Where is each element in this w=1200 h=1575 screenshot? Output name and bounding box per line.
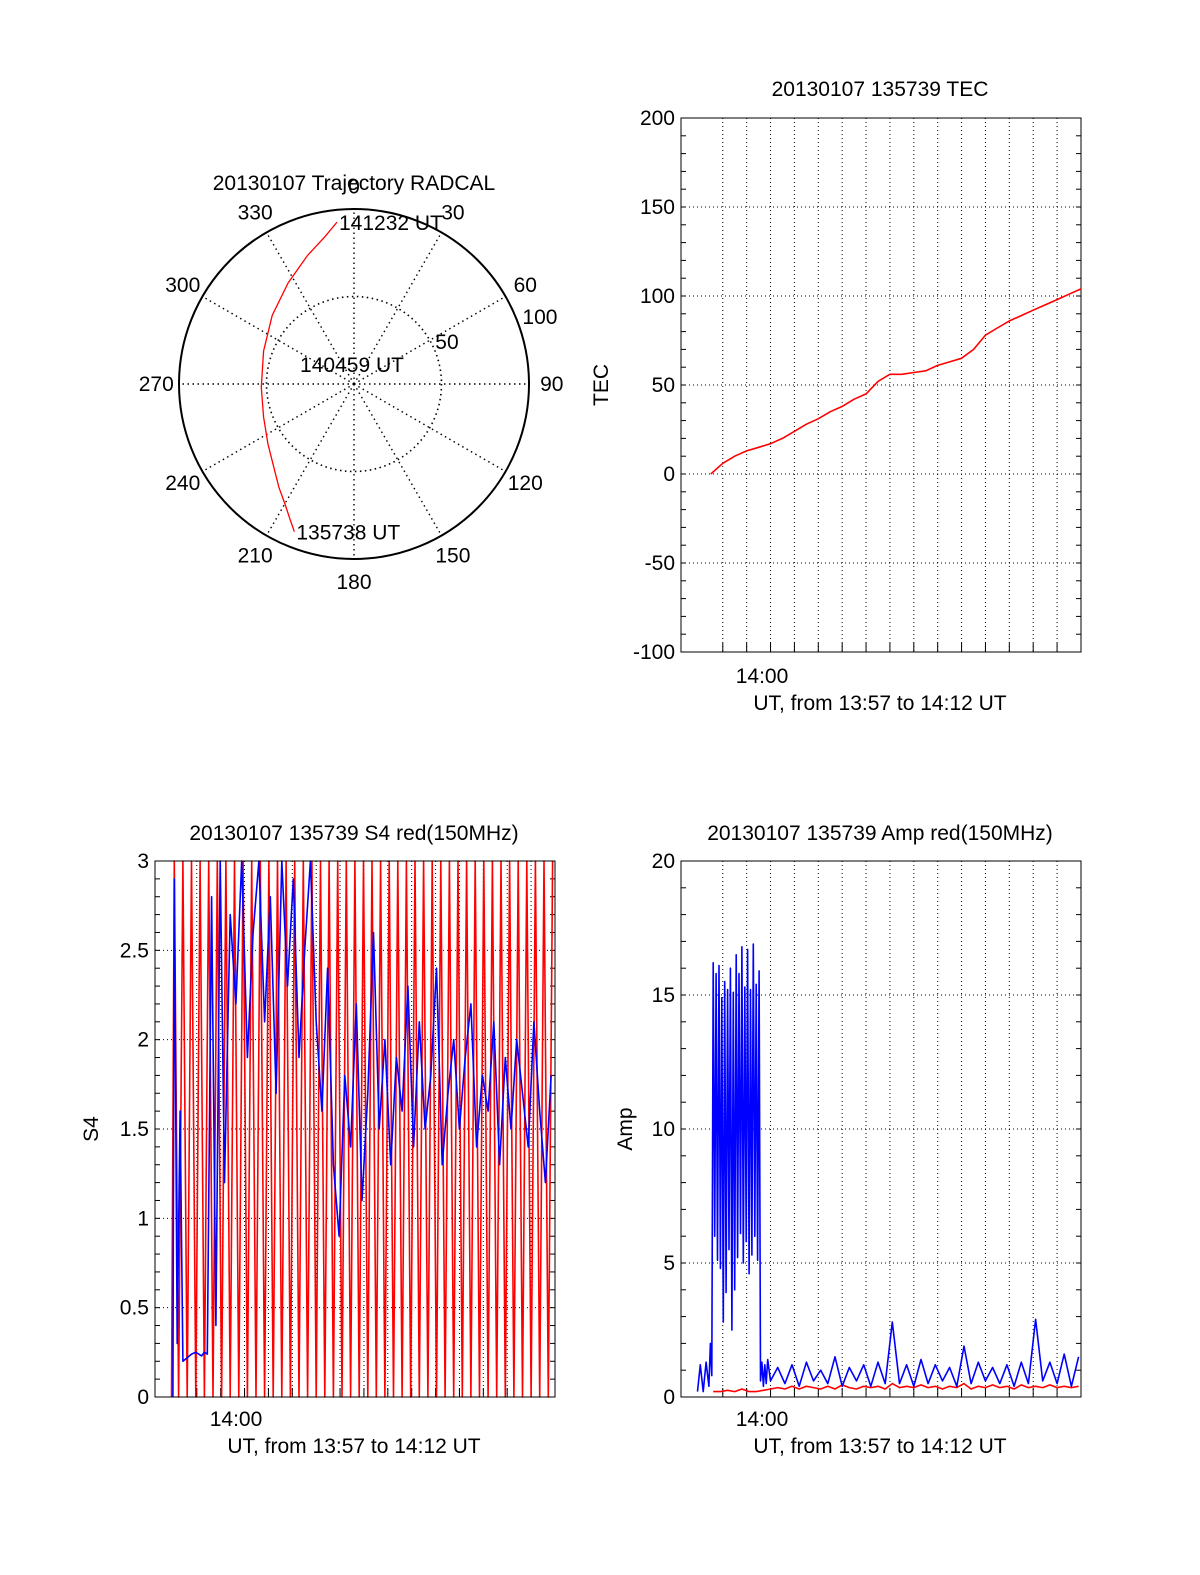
azimuth-tick-label: 30	[441, 202, 464, 225]
y-tick-label: 1	[137, 1207, 149, 1230]
tec-x-label: UT, from 13:57 to 14:12 UT	[753, 692, 1006, 715]
amp-panel: 20130107 135739 Amp red(150MHz) 0 5 10 15 20…	[614, 822, 1082, 1458]
y-tick-label: 2	[137, 1029, 149, 1052]
trajectory-track	[260, 221, 338, 532]
tec-title: 20130107 135739 TEC	[772, 78, 989, 101]
polar-outer-ring	[178, 208, 530, 560]
series-line-red	[713, 1382, 1079, 1393]
y-tick-label: 15	[652, 984, 675, 1007]
azimuth-tick-label: 120	[508, 472, 543, 495]
trajectory-title: 20130107 Trajectory RADCAL	[213, 172, 496, 195]
y-tick-label: 0	[663, 463, 675, 486]
series-line-blue	[696, 943, 1080, 1393]
amp-grid	[681, 860, 1081, 1398]
amp-series	[696, 943, 1080, 1393]
azimuth-tick-label: 330	[238, 202, 273, 225]
series-line-red	[710, 288, 1082, 475]
time-annotation: 141232 UT	[339, 212, 443, 235]
series-line-blue	[172, 860, 552, 1398]
s4-y-ticks: 0 0.5 1 1.5 2 2.5 3	[120, 850, 149, 1409]
y-tick-label: 10	[652, 1118, 675, 1141]
y-tick-label: 0	[137, 1386, 149, 1409]
azimuth-tick-label: 150	[435, 544, 470, 567]
time-annotation: 135738 UT	[296, 522, 400, 545]
azimuth-gridline	[353, 383, 443, 536]
amp-x-label: UT, from 13:57 to 14:12 UT	[753, 1435, 1006, 1458]
azimuth-tick-label: 90	[540, 373, 563, 396]
elevation-ring-label: 50	[435, 331, 458, 354]
trajectory-line	[260, 221, 338, 532]
azimuth-tick-label: 270	[139, 373, 174, 396]
amp-x-tick-label: 14:00	[736, 1408, 789, 1431]
elevation-ring	[265, 295, 443, 473]
azimuth-gridline	[265, 232, 355, 385]
s4-x-tick-label: 14:00	[210, 1408, 263, 1431]
s4-y-label: S4	[80, 1116, 103, 1142]
elevation-labels: 50 100	[435, 306, 557, 354]
azimuth-tick-label: 300	[165, 274, 200, 297]
y-tick-label: 0.5	[120, 1297, 149, 1320]
azimuth-gridline	[202, 295, 355, 385]
y-tick-label: 0	[663, 1386, 675, 1409]
y-tick-label: 100	[640, 285, 675, 308]
y-tick-label: 50	[652, 374, 675, 397]
tec-y-ticks: -100 -50 0 50 100 150 200	[633, 107, 675, 664]
azimuth-gridline	[202, 383, 355, 473]
elevation-ring-label: 100	[522, 306, 557, 329]
tec-x-tick-label: 14:00	[736, 665, 789, 688]
tec-panel: 20130107 135739 TEC -100-50050100150200 …	[590, 78, 1082, 715]
tec-y-label: TEC	[590, 364, 613, 406]
azimuth-tick-label: 0	[348, 175, 360, 198]
y-tick-label: 20	[652, 850, 675, 873]
y-tick-label: 1.5	[120, 1118, 149, 1141]
amp-y-ticks: 0 5 10 15 20	[652, 850, 675, 1409]
trajectory-panel: 20130107 Trajectory RADCAL 0 30 60 90 120 150…	[139, 172, 564, 594]
series-line-red	[170, 860, 554, 1398]
trajectory-annotations: 141232 UT 140459 UT 135738 UT	[296, 212, 443, 545]
y-tick-label: 200	[640, 107, 675, 130]
azimuth-labels: 0 30 60 90 120 150 180 210 240 270 300 330	[139, 175, 564, 594]
azimuth-tick-label: 210	[238, 544, 273, 567]
amp-plot-frame	[680, 860, 1082, 1398]
tec-series	[710, 288, 1082, 475]
y-tick-label: -100	[633, 641, 675, 664]
azimuth-gridline	[265, 383, 355, 536]
amp-title: 20130107 135739 Amp red(150MHz)	[707, 822, 1053, 845]
y-tick-label: 3	[137, 850, 149, 873]
time-annotation: 140459 UT	[300, 354, 404, 377]
y-tick-label: 2.5	[120, 939, 149, 962]
s4-title: 20130107 135739 S4 red(150MHz)	[189, 822, 518, 845]
amp-y-label: Amp	[614, 1107, 637, 1150]
azimuth-gridline	[353, 232, 443, 385]
s4-plot-frame	[154, 860, 556, 1398]
y-tick-label: 5	[663, 1252, 675, 1275]
azimuth-tick-label: 240	[165, 472, 200, 495]
polar-grid	[179, 209, 529, 559]
y-tick-label: 150	[640, 196, 675, 219]
azimuth-tick-label: 180	[336, 571, 371, 594]
s4-x-label: UT, from 13:57 to 14:12 UT	[227, 1435, 480, 1458]
azimuth-tick-label: 60	[514, 274, 537, 297]
y-tick-label: -50	[645, 552, 675, 575]
s4-panel: 20130107 135739 S4 red(150MHz) 0 0.5 1 1.5 2…	[80, 822, 556, 1458]
azimuth-gridline	[353, 295, 506, 385]
tec-grid	[681, 117, 1081, 653]
azimuth-gridline	[353, 383, 506, 473]
s4-series	[170, 860, 554, 1398]
